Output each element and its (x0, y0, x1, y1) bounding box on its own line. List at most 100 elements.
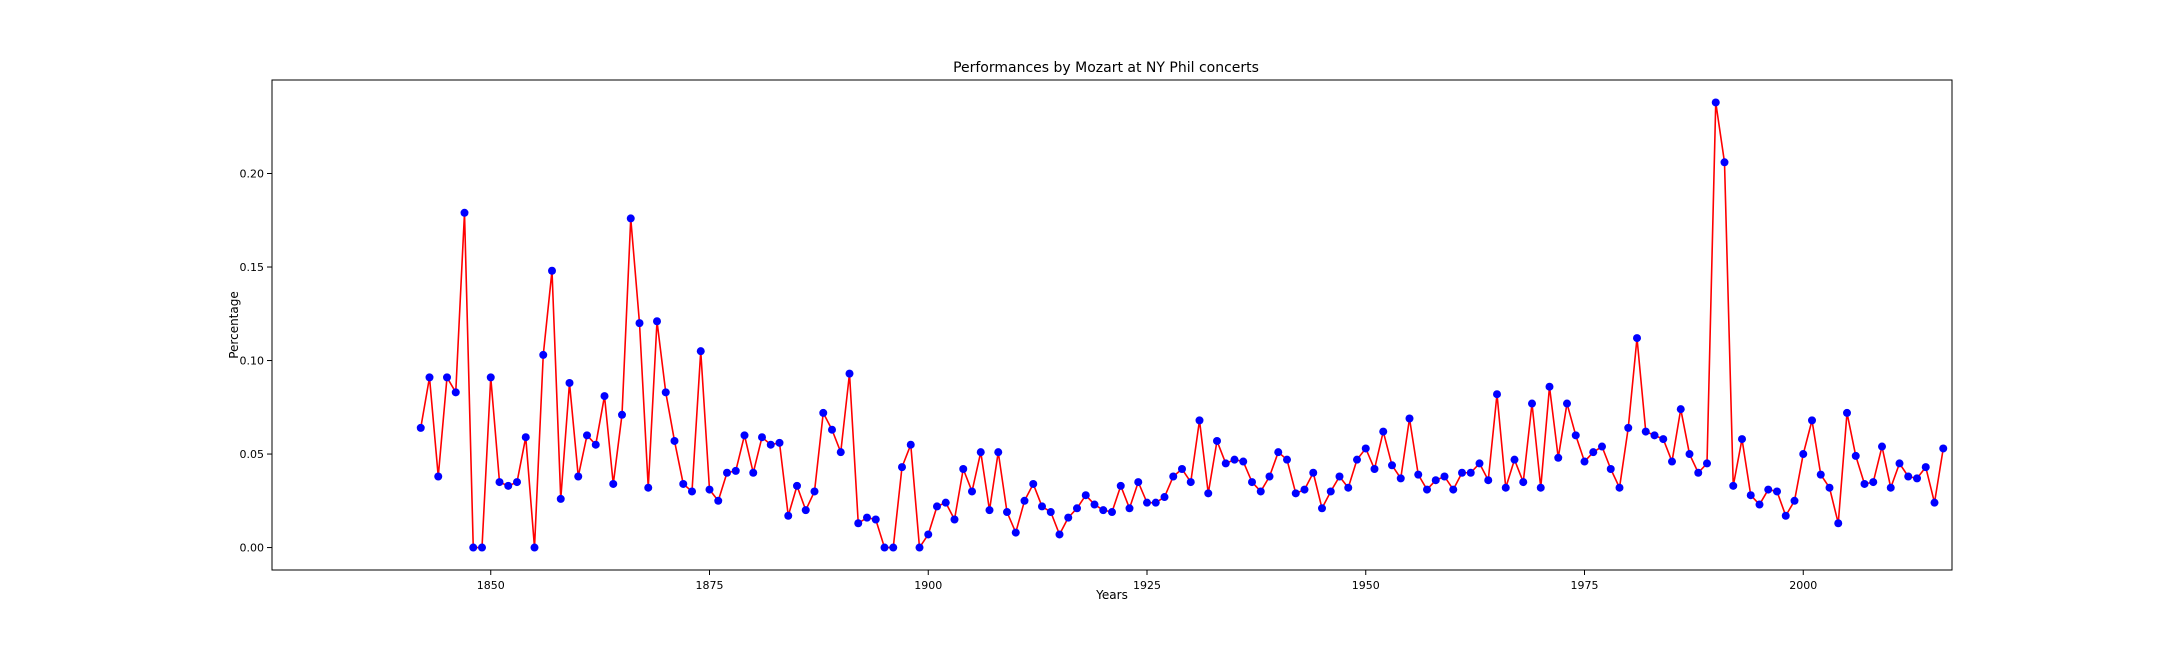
data-point (460, 208, 469, 217)
data-point (1528, 399, 1536, 408)
plot-frame (271, 79, 1953, 571)
x-tick-label: 1950 (1352, 579, 1380, 592)
data-point (495, 478, 504, 487)
data-point (1781, 511, 1790, 520)
data-point (1020, 496, 1029, 505)
data-point (1755, 500, 1764, 509)
data-point (1589, 448, 1598, 457)
data-point (1834, 519, 1843, 528)
data-point (714, 496, 723, 505)
data-point (1729, 481, 1738, 490)
data-point (600, 392, 609, 401)
data-point (1554, 453, 1563, 462)
data-point (1081, 491, 1090, 500)
data-point (504, 481, 513, 490)
data-point (731, 466, 740, 475)
data-point (1405, 414, 1414, 423)
data-point (530, 543, 539, 552)
data-point (1939, 444, 1948, 453)
data-point (1580, 457, 1589, 466)
data-point (1921, 463, 1930, 472)
x-tick-label: 1975 (1571, 579, 1599, 592)
data-point (1615, 483, 1624, 492)
data-point (626, 214, 635, 223)
data-point (968, 487, 976, 496)
data-point (1475, 459, 1484, 468)
data-point (1414, 470, 1423, 479)
data-point (1878, 442, 1886, 451)
data-point (1291, 489, 1300, 498)
data-point (1108, 508, 1116, 517)
data-point (959, 465, 968, 474)
data-point (1038, 502, 1046, 511)
data-point (1388, 461, 1396, 470)
data-point (1423, 485, 1431, 494)
y-tick-label: 0.20 (240, 168, 265, 181)
data-point (1300, 485, 1309, 494)
data-point (1256, 487, 1265, 496)
data-point (416, 423, 425, 432)
x-tick-label: 1875 (696, 579, 724, 592)
data-point (723, 468, 731, 477)
data-point (924, 530, 933, 539)
data-point (766, 440, 775, 449)
data-point (1545, 382, 1554, 391)
data-point (1186, 478, 1195, 487)
data-point (1668, 457, 1676, 466)
x-tick-label: 1925 (1133, 579, 1161, 592)
data-point (451, 388, 460, 397)
data-point (1116, 481, 1125, 490)
data-point (1913, 474, 1921, 483)
x-axis-ticks: 1850 1875 1900 1925 1950 1975 2000 (477, 570, 1817, 592)
data-point (1598, 442, 1606, 451)
data-point (1379, 427, 1388, 436)
data-point (1440, 472, 1449, 481)
data-point (644, 483, 653, 492)
data-point (1930, 498, 1939, 507)
data-point (1370, 465, 1379, 474)
data-point (1563, 399, 1571, 408)
data-point (670, 436, 679, 445)
data-point (1274, 448, 1283, 457)
y-tick-label: 0.05 (240, 448, 265, 461)
data-point (906, 440, 915, 449)
data-point (1361, 444, 1370, 453)
data-point (1685, 450, 1694, 459)
data-point (1816, 470, 1825, 479)
data-point (1519, 478, 1528, 487)
data-point (1265, 472, 1274, 481)
data-point (819, 408, 828, 417)
data-points (416, 98, 1948, 552)
data-point (1353, 455, 1361, 464)
data-point (696, 347, 705, 356)
data-point (758, 433, 766, 442)
data-point (1790, 496, 1799, 505)
data-point (1501, 483, 1510, 492)
data-point (1720, 158, 1729, 167)
data-point (1090, 500, 1099, 509)
data-point (1869, 478, 1878, 487)
y-axis-label: Percentage (227, 291, 241, 359)
data-point (1449, 485, 1458, 494)
data-point (1318, 504, 1326, 513)
data-point (574, 472, 583, 481)
data-point (828, 425, 836, 434)
data-point (1344, 483, 1353, 492)
data-point (1799, 450, 1808, 459)
data-point (434, 472, 443, 481)
data-point (976, 448, 985, 457)
data-point (1466, 468, 1475, 477)
data-point (1746, 491, 1755, 500)
data-point (1711, 98, 1720, 107)
data-point (548, 266, 556, 275)
data-point (1886, 483, 1895, 492)
data-point (1335, 472, 1344, 481)
data-point (539, 350, 548, 359)
data-point (469, 543, 478, 552)
data-point (863, 513, 871, 522)
data-point (1073, 504, 1081, 513)
data-point (740, 431, 749, 440)
data-point (1694, 468, 1703, 477)
data-point (1169, 472, 1178, 481)
y-tick-label: 0.15 (240, 261, 265, 274)
